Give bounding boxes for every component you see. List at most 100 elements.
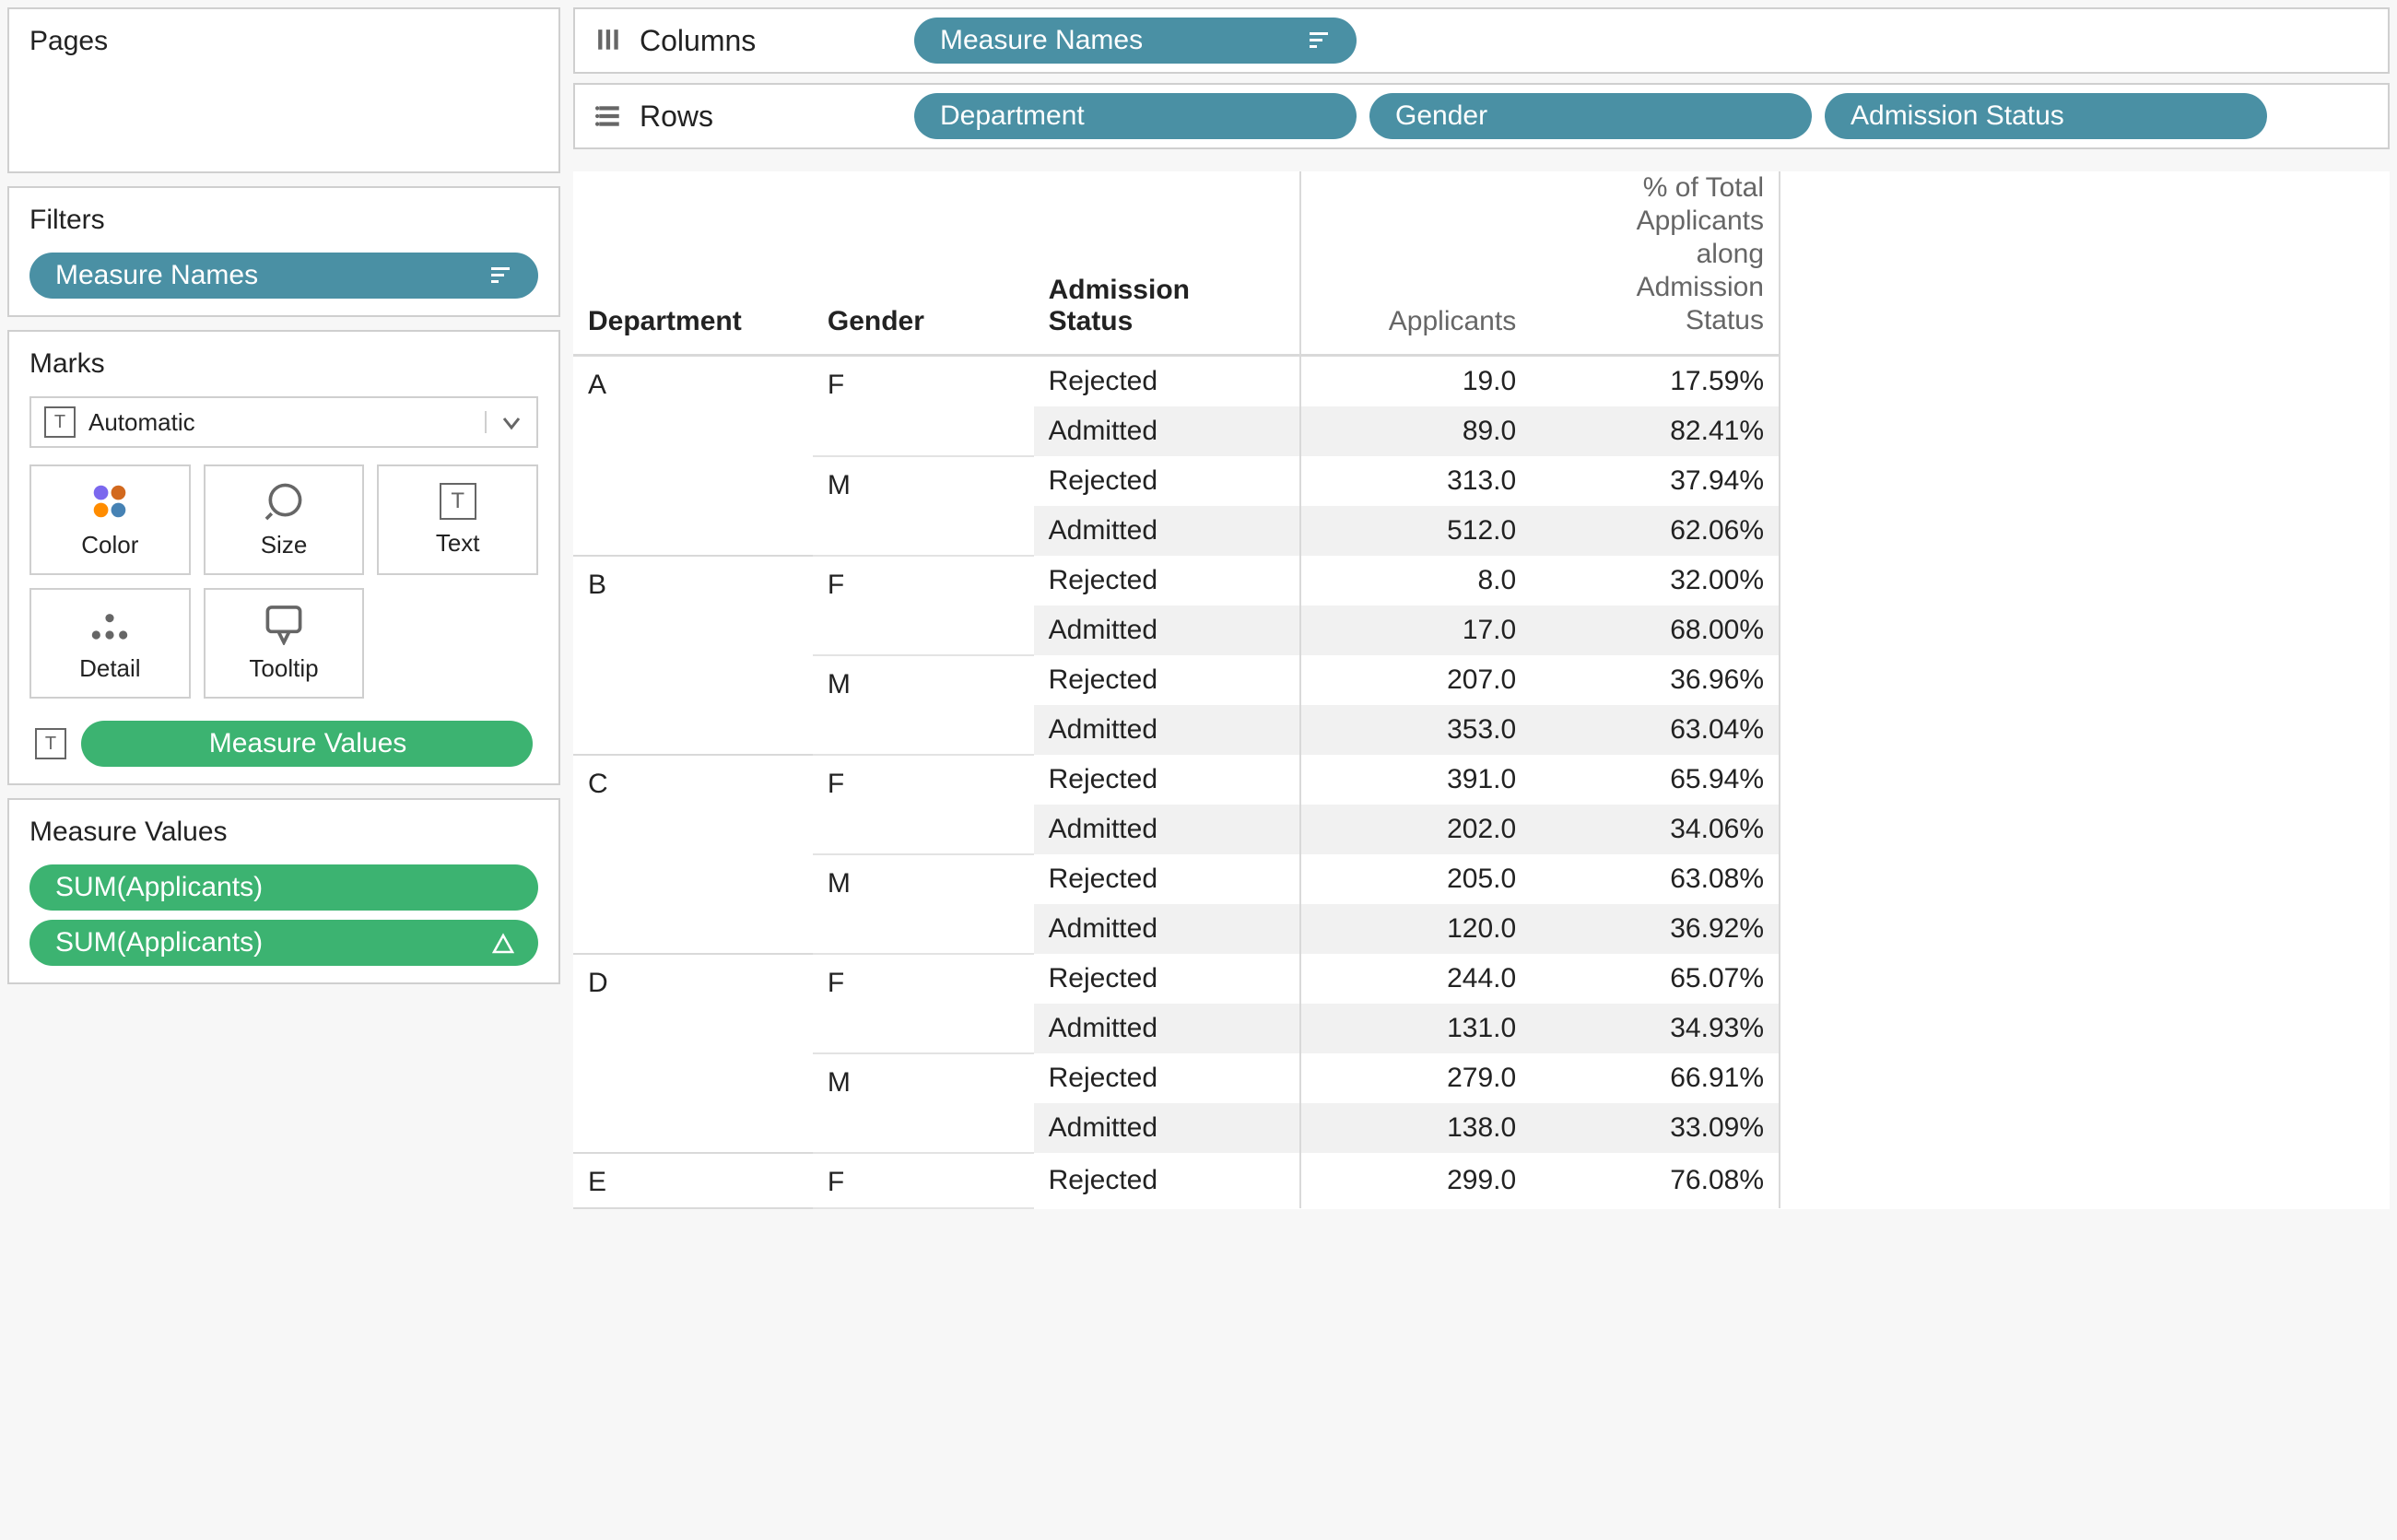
- tooltip-icon: [264, 605, 304, 645]
- filters-title: Filters: [29, 205, 538, 236]
- detail-icon: [89, 605, 130, 645]
- pill-label: Admission Status: [1851, 100, 2064, 132]
- cell-gender: F: [813, 755, 1034, 854]
- rows-shelf[interactable]: Rows Department Gender Admission Status: [573, 83, 2390, 149]
- cell-pct: 32.00%: [1531, 556, 1780, 605]
- row-pill-gender[interactable]: Gender: [1369, 93, 1812, 139]
- cell-gender: F: [813, 556, 1034, 655]
- cell-applicants: 131.0: [1300, 1004, 1531, 1053]
- text-type-icon: T: [35, 728, 66, 759]
- cell-applicants: 299.0: [1300, 1153, 1531, 1208]
- cell-gender: M: [813, 456, 1034, 556]
- cell-pct: 63.04%: [1531, 705, 1780, 755]
- cell-status: Admitted: [1034, 805, 1301, 854]
- cell-department: B: [573, 556, 813, 755]
- pill-label: Measure Values: [209, 728, 407, 759]
- pill-label: SUM(Applicants): [55, 872, 263, 903]
- mark-label: Size: [261, 531, 308, 559]
- cell-status: Admitted: [1034, 904, 1301, 954]
- chevron-down-icon[interactable]: [485, 411, 536, 433]
- cell-pct: 34.93%: [1531, 1004, 1780, 1053]
- mark-label: Tooltip: [249, 654, 318, 683]
- cell-gender: F: [813, 1153, 1034, 1208]
- mv-pill[interactable]: SUM(Applicants): [29, 864, 538, 911]
- mark-tooltip-button[interactable]: Tooltip: [204, 588, 365, 699]
- cell-status: Rejected: [1034, 854, 1301, 904]
- columns-shelf[interactable]: Columns Measure Names: [573, 7, 2390, 74]
- filters-shelf[interactable]: Filters Measure Names: [7, 186, 560, 317]
- cell-status: Rejected: [1034, 356, 1301, 407]
- cell-department: E: [573, 1153, 813, 1208]
- row-pill-department[interactable]: Department: [914, 93, 1357, 139]
- measure-values-pill[interactable]: Measure Values: [81, 721, 533, 767]
- table-row[interactable]: CFRejected391.065.94%: [573, 755, 1780, 805]
- row-pill-admission-status[interactable]: Admission Status: [1825, 93, 2267, 139]
- marks-card: Marks T Automatic Color Size: [7, 330, 560, 785]
- cell-pct: 36.96%: [1531, 655, 1780, 705]
- table-row[interactable]: DFRejected244.065.07%: [573, 954, 1780, 1004]
- rows-label: Rows: [640, 100, 713, 134]
- measure-values-list: SUM(Applicants) SUM(Applicants): [29, 864, 538, 966]
- cell-applicants: 202.0: [1300, 805, 1531, 854]
- app-root: Pages Filters Measure Names Marks T Auto…: [0, 0, 2397, 1217]
- cell-pct: 65.07%: [1531, 954, 1780, 1004]
- pages-title: Pages: [29, 26, 538, 57]
- cell-applicants: 205.0: [1300, 854, 1531, 904]
- col-header-gender[interactable]: Gender: [813, 171, 1034, 356]
- mark-type-select[interactable]: T Automatic: [29, 396, 538, 448]
- cell-gender: M: [813, 655, 1034, 755]
- mark-label: Color: [81, 531, 138, 559]
- pages-shelf[interactable]: Pages: [7, 7, 560, 173]
- marks-title: Marks: [29, 348, 538, 380]
- table-row[interactable]: BFRejected8.032.00%: [573, 556, 1780, 605]
- cell-applicants: 391.0: [1300, 755, 1531, 805]
- marks-grid: Color Size T Text Detail Tooltip: [29, 464, 538, 699]
- columns-label: Columns: [640, 24, 756, 58]
- cell-pct: 17.59%: [1531, 356, 1780, 407]
- mark-text-button[interactable]: T Text: [377, 464, 538, 575]
- col-header-pct[interactable]: % of Total Applicants along Admission St…: [1531, 171, 1780, 356]
- crosstab-container: Department Gender Admission Status Appli…: [573, 171, 2390, 1209]
- cell-pct: 66.91%: [1531, 1053, 1780, 1103]
- cell-applicants: 313.0: [1300, 456, 1531, 506]
- col-header-status[interactable]: Admission Status: [1034, 171, 1301, 356]
- pill-label: SUM(Applicants): [55, 927, 263, 958]
- col-header-applicants[interactable]: Applicants: [1300, 171, 1531, 356]
- sidebar: Pages Filters Measure Names Marks T Auto…: [7, 7, 560, 1209]
- mark-color-button[interactable]: Color: [29, 464, 191, 575]
- cell-pct: 62.06%: [1531, 506, 1780, 556]
- measure-values-shelf[interactable]: Measure Values SUM(Applicants) SUM(Appli…: [7, 798, 560, 984]
- column-pill-measure-names[interactable]: Measure Names: [914, 18, 1357, 64]
- mark-empty-slot: [377, 588, 538, 699]
- mark-size-button[interactable]: Size: [204, 464, 365, 575]
- cell-pct: 65.94%: [1531, 755, 1780, 805]
- cell-pct: 63.08%: [1531, 854, 1780, 904]
- cell-department: C: [573, 755, 813, 954]
- cell-status: Rejected: [1034, 556, 1301, 605]
- cell-department: D: [573, 954, 813, 1153]
- cell-applicants: 89.0: [1300, 406, 1531, 456]
- cell-applicants: 279.0: [1300, 1053, 1531, 1103]
- mv-pill[interactable]: SUM(Applicants): [29, 920, 538, 966]
- columns-icon: [595, 28, 623, 53]
- cell-applicants: 512.0: [1300, 506, 1531, 556]
- cell-gender: M: [813, 854, 1034, 954]
- cell-pct: 76.08%: [1531, 1153, 1780, 1208]
- cell-applicants: 353.0: [1300, 705, 1531, 755]
- cell-applicants: 120.0: [1300, 904, 1531, 954]
- table-row[interactable]: EFRejected299.076.08%: [573, 1153, 1780, 1208]
- filter-pill-measure-names[interactable]: Measure Names: [29, 253, 538, 299]
- mark-detail-button[interactable]: Detail: [29, 588, 191, 699]
- pill-label: Measure Names: [55, 260, 258, 291]
- cell-pct: 37.94%: [1531, 456, 1780, 506]
- mark-label: Detail: [79, 654, 140, 683]
- cell-applicants: 244.0: [1300, 954, 1531, 1004]
- rows-pills: Department Gender Admission Status: [914, 93, 2267, 139]
- cell-applicants: 19.0: [1300, 356, 1531, 407]
- cell-status: Admitted: [1034, 1103, 1301, 1153]
- cell-status: Admitted: [1034, 406, 1301, 456]
- table-row[interactable]: AFRejected19.017.59%: [573, 356, 1780, 407]
- measure-values-title: Measure Values: [29, 817, 538, 848]
- col-header-department[interactable]: Department: [573, 171, 813, 356]
- cell-applicants: 8.0: [1300, 556, 1531, 605]
